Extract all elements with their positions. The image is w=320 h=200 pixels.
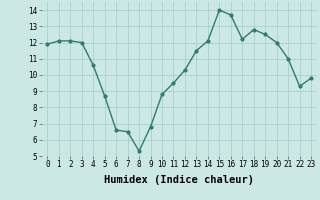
X-axis label: Humidex (Indice chaleur): Humidex (Indice chaleur) xyxy=(104,175,254,185)
